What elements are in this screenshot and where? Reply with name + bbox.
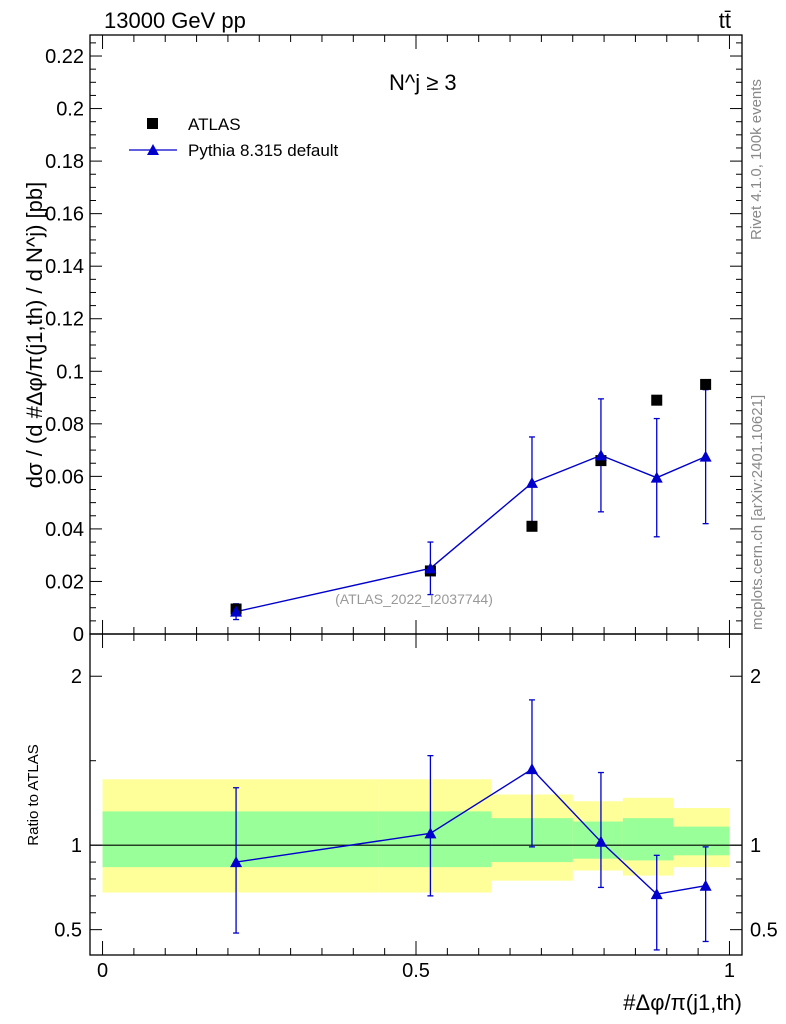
ratio-y-tick-label: 1 [71, 835, 82, 857]
atlas-data-point [595, 455, 607, 467]
uncertainty-band-green [102, 811, 379, 868]
main-y-tick-label: 0.16 [45, 204, 84, 226]
uncertainty-band-green [673, 826, 730, 856]
atlas-data-point [700, 378, 712, 390]
pythia-series-line [235, 454, 706, 613]
main-y-tick-label: 0.02 [45, 571, 84, 593]
ratio-y-tick-label-right: 1 [750, 835, 761, 857]
pythia-data-point [699, 450, 712, 462]
ratio-y-tick-label: 2 [71, 666, 82, 688]
main-y-tick-label: 0.1 [56, 361, 84, 383]
pythia-data-point [525, 476, 538, 488]
ratio-pythia-data-point [230, 856, 243, 868]
legend-pythia-marker [147, 144, 159, 155]
mcplots-label: mcplots.cern.ch [arXiv:2401.10621] [749, 395, 766, 630]
x-tick-label: 0 [97, 960, 108, 982]
main-y-tick-label: 0.14 [45, 256, 84, 278]
pythia-data-point [594, 449, 607, 461]
ratio-pythia-data-point [424, 827, 437, 839]
x-tick-label: 0.5 [402, 960, 430, 982]
x-tick-label: 1 [724, 960, 735, 982]
rivet-version-label: Rivet 4.1.0, 100k events [748, 79, 765, 240]
ratio-y-axis-label: Ratio to ATLAS [25, 744, 42, 845]
main-y-tick-label: 0.04 [45, 519, 84, 541]
main-y-axis-label: dσ / (d #Δφ/π(j1,th) / d N^j) [pb] [22, 182, 47, 488]
header-process-label: tt̄ [719, 8, 731, 33]
main-y-tick-label: 0.2 [56, 99, 84, 121]
pythia-data-point [230, 605, 243, 617]
ratio-frame [89, 633, 743, 956]
ratio-y-tick-label-right: 2 [750, 666, 761, 688]
pythia-data-point [424, 562, 437, 574]
ratio-y-tick-label-right: 0.5 [750, 920, 778, 942]
main-plot-area: 0 0.02 0.04 0.06 0.08 0.1 0.12 0.14 0.16 0.18 0.2 0… [45, 34, 743, 955]
uncertainty-band-green [572, 821, 623, 859]
main-title: N^j ≥ 3 [389, 70, 457, 95]
legend: ATLAS Pythia 8.315 default [129, 115, 339, 160]
atlas-data-point [651, 394, 663, 406]
main-y-tick-label: 0.18 [45, 151, 84, 173]
main-y-tick-label: 0 [73, 624, 84, 646]
ratio-pythia-line [235, 768, 706, 895]
ratio-plot-area: 0 0.5 1 0.5 0.5 1 1 2 2 [54, 633, 778, 982]
ratio-pythia-data-point [594, 835, 607, 847]
uncertainty-band-green [622, 818, 674, 861]
uncertainty-band-green [378, 811, 492, 868]
main-y-tick-label: 0.08 [45, 414, 84, 436]
ratio-pythia-data-point [699, 879, 712, 891]
analysis-watermark: (ATLAS_2022_I2037744) [335, 591, 493, 607]
legend-pythia-label: Pythia 8.315 default [188, 141, 339, 160]
main-y-tick-label: 0.06 [45, 466, 84, 488]
main-y-tick-label: 0.12 [45, 309, 84, 331]
legend-atlas-marker [147, 118, 158, 129]
pythia-data-point [650, 471, 663, 483]
main-y-tick-label: 0.22 [45, 46, 84, 68]
x-axis-label: #Δφ/π(j1,th) [623, 990, 742, 1015]
ratio-y-tick-label: 0.5 [54, 920, 82, 942]
ratio-pythia-data-point [525, 763, 538, 775]
header-energy-label: 13000 GeV pp [104, 8, 246, 33]
atlas-data-point [526, 520, 538, 532]
ratio-pythia-data-point [650, 888, 663, 900]
legend-atlas-label: ATLAS [188, 115, 241, 134]
